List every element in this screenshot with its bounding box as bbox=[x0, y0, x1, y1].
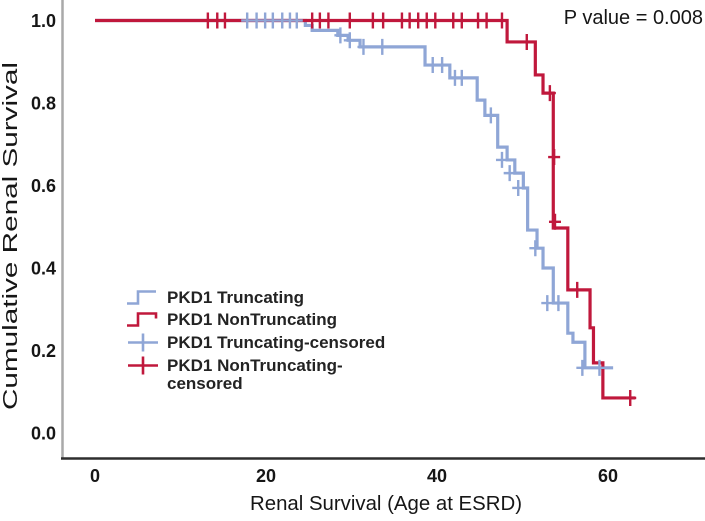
censor-marks-nontruncating bbox=[201, 12, 637, 406]
x-tick-label: 20 bbox=[256, 466, 276, 486]
y-axis-title: Cumulative Renal Survival bbox=[0, 62, 22, 410]
y-tick-label: 0.6 bbox=[31, 176, 56, 196]
legend-censor-plus-icon bbox=[128, 333, 158, 352]
legend-item-pkd1-nontruncating-censored: PKD1 NonTruncating-censored bbox=[128, 356, 343, 393]
y-tick-label: 1.0 bbox=[31, 11, 56, 31]
x-tick-label: 0 bbox=[90, 466, 100, 486]
axes-layer: 1.0 0.8 0.6 0.4 0.2 0.0 0 20 40 60 bbox=[31, 0, 705, 486]
y-tick-label: 0.8 bbox=[31, 94, 56, 114]
legend: PKD1 Truncating PKD1 NonTruncating PKD1 Tr… bbox=[127, 288, 385, 393]
legend-step-line-icon bbox=[127, 312, 158, 327]
legend-item-label: PKD1 Truncating-censored bbox=[167, 333, 385, 352]
censor-marks-layer bbox=[201, 12, 637, 406]
legend-item-pkd1-truncating-censored: PKD1 Truncating-censored bbox=[128, 333, 385, 352]
y-tick-label: 0.4 bbox=[31, 259, 56, 279]
legend-item-label: PKD1 NonTruncating bbox=[167, 310, 337, 329]
y-tick-label: 0.0 bbox=[31, 424, 56, 444]
legend-item-pkd1-nontruncating: PKD1 NonTruncating bbox=[127, 310, 337, 329]
legend-step-line-icon bbox=[127, 290, 156, 305]
x-axis-title: Renal Survival (Age at ESRD) bbox=[250, 493, 522, 515]
p-value-annotation: P value = 0.008 bbox=[564, 7, 703, 29]
legend-censor-plus-icon bbox=[128, 356, 158, 375]
y-tick-label: 0.2 bbox=[31, 341, 56, 361]
legend-item-label: PKD1 Truncating bbox=[167, 288, 304, 307]
censor-marks-truncating bbox=[241, 12, 606, 376]
x-tick-label: 40 bbox=[427, 466, 447, 486]
legend-item-pkd1-truncating: PKD1 Truncating bbox=[127, 288, 304, 307]
legend-item-label: PKD1 NonTruncating-censored bbox=[167, 356, 343, 393]
x-tick-label: 60 bbox=[598, 466, 618, 486]
